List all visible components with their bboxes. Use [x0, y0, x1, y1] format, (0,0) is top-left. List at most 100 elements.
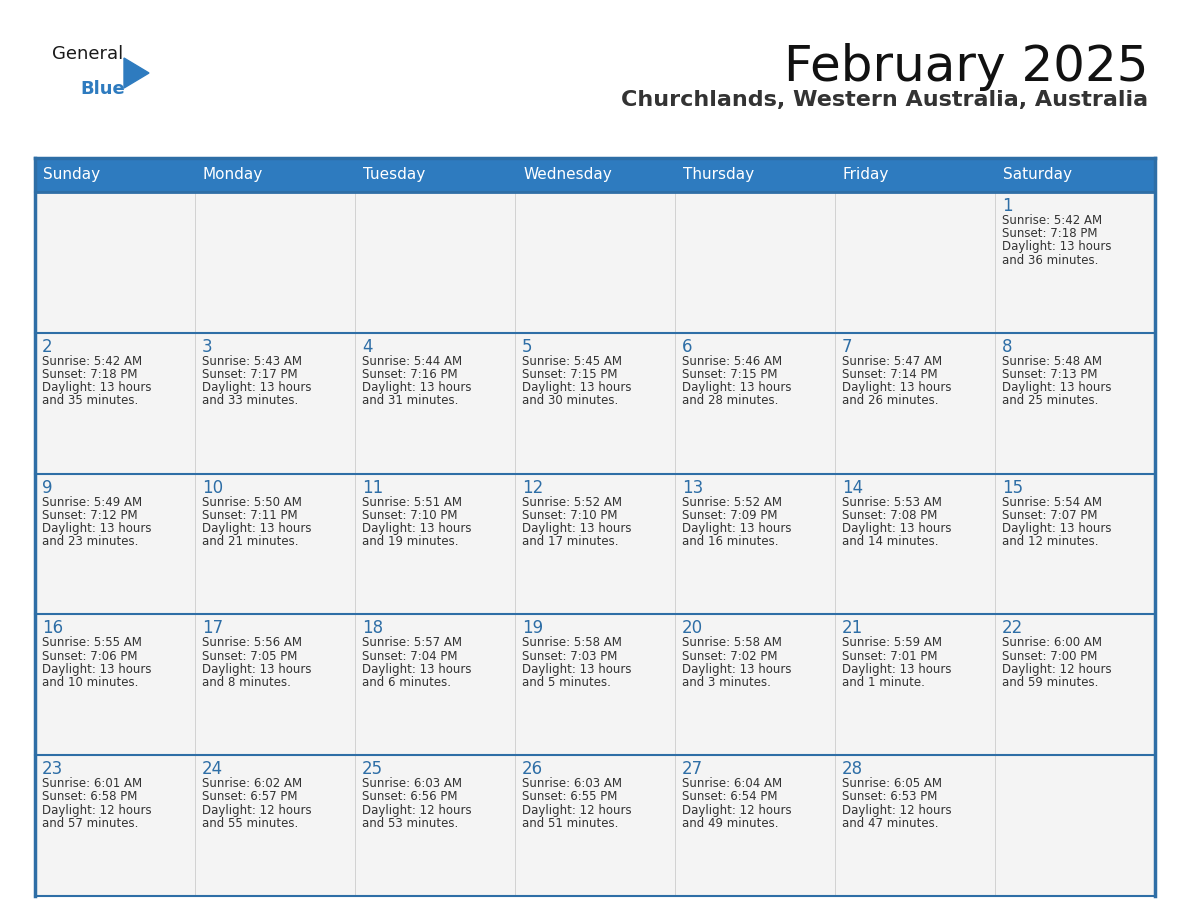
Text: February 2025: February 2025	[784, 43, 1148, 91]
Text: 18: 18	[362, 620, 383, 637]
Bar	[996, 474, 1155, 614]
Text: Daylight: 12 hours: Daylight: 12 hours	[202, 803, 311, 816]
Text: Sunset: 7:05 PM: Sunset: 7:05 PM	[202, 650, 297, 663]
Text: 19: 19	[522, 620, 543, 637]
Bar	[34, 474, 195, 614]
Text: Sunset: 6:58 PM: Sunset: 6:58 PM	[42, 790, 138, 803]
Text: and 14 minutes.: and 14 minutes.	[842, 535, 939, 548]
Text: Sunrise: 5:57 AM: Sunrise: 5:57 AM	[362, 636, 462, 649]
Text: Blue: Blue	[80, 80, 125, 98]
Text: and 21 minutes.: and 21 minutes.	[202, 535, 298, 548]
Bar	[835, 474, 996, 614]
Text: 23: 23	[42, 760, 63, 778]
Text: Sunrise: 5:42 AM: Sunrise: 5:42 AM	[1001, 214, 1102, 227]
Text: Daylight: 13 hours: Daylight: 13 hours	[522, 381, 632, 394]
Text: Sunrise: 5:48 AM: Sunrise: 5:48 AM	[1001, 354, 1102, 368]
Text: Sunrise: 6:00 AM: Sunrise: 6:00 AM	[1001, 636, 1102, 649]
Bar	[516, 614, 675, 756]
Text: Daylight: 13 hours: Daylight: 13 hours	[362, 522, 472, 535]
Text: Sunset: 7:03 PM: Sunset: 7:03 PM	[522, 650, 618, 663]
Text: Daylight: 13 hours: Daylight: 13 hours	[682, 522, 791, 535]
Text: and 30 minutes.: and 30 minutes.	[522, 395, 618, 408]
Text: Sunset: 6:54 PM: Sunset: 6:54 PM	[682, 790, 777, 803]
Bar	[34, 614, 195, 756]
Text: 1: 1	[1001, 197, 1012, 215]
Bar	[835, 333, 996, 474]
Text: 21: 21	[842, 620, 864, 637]
Bar	[835, 756, 996, 896]
Bar	[355, 756, 516, 896]
Text: Sunset: 7:08 PM: Sunset: 7:08 PM	[842, 509, 937, 521]
Text: Sunrise: 5:55 AM: Sunrise: 5:55 AM	[42, 636, 141, 649]
Bar	[355, 333, 516, 474]
Text: Sunset: 7:13 PM: Sunset: 7:13 PM	[1001, 368, 1098, 381]
Text: Daylight: 13 hours: Daylight: 13 hours	[42, 663, 152, 676]
Text: 26: 26	[522, 760, 543, 778]
Text: and 49 minutes.: and 49 minutes.	[682, 817, 778, 830]
Bar	[516, 192, 675, 333]
Text: Daylight: 13 hours: Daylight: 13 hours	[202, 663, 311, 676]
Text: 27: 27	[682, 760, 703, 778]
Text: Sunset: 7:14 PM: Sunset: 7:14 PM	[842, 368, 937, 381]
Text: and 5 minutes.: and 5 minutes.	[522, 676, 611, 688]
Text: and 59 minutes.: and 59 minutes.	[1001, 676, 1099, 688]
Text: Daylight: 13 hours: Daylight: 13 hours	[1001, 522, 1112, 535]
Text: 3: 3	[202, 338, 213, 356]
Bar	[996, 614, 1155, 756]
Text: Daylight: 13 hours: Daylight: 13 hours	[1001, 381, 1112, 394]
Text: Daylight: 13 hours: Daylight: 13 hours	[522, 522, 632, 535]
Bar	[195, 614, 355, 756]
Bar	[34, 333, 195, 474]
Text: and 1 minute.: and 1 minute.	[842, 676, 925, 688]
Text: Sunset: 7:15 PM: Sunset: 7:15 PM	[682, 368, 777, 381]
Bar	[675, 192, 835, 333]
Text: Sunset: 7:02 PM: Sunset: 7:02 PM	[682, 650, 777, 663]
Text: 14: 14	[842, 478, 864, 497]
Text: and 25 minutes.: and 25 minutes.	[1001, 395, 1099, 408]
Bar	[355, 192, 516, 333]
Text: Sunset: 6:56 PM: Sunset: 6:56 PM	[362, 790, 457, 803]
Text: 22: 22	[1001, 620, 1023, 637]
Text: and 17 minutes.: and 17 minutes.	[522, 535, 619, 548]
Text: Sunset: 6:55 PM: Sunset: 6:55 PM	[522, 790, 618, 803]
Text: Sunrise: 6:02 AM: Sunrise: 6:02 AM	[202, 778, 302, 790]
Text: and 47 minutes.: and 47 minutes.	[842, 817, 939, 830]
Text: Thursday: Thursday	[683, 167, 754, 183]
Text: Daylight: 13 hours: Daylight: 13 hours	[362, 381, 472, 394]
Text: Sunrise: 5:52 AM: Sunrise: 5:52 AM	[682, 496, 782, 509]
Text: Sunrise: 5:52 AM: Sunrise: 5:52 AM	[522, 496, 623, 509]
Text: and 23 minutes.: and 23 minutes.	[42, 535, 138, 548]
Text: Sunset: 7:01 PM: Sunset: 7:01 PM	[842, 650, 937, 663]
Text: and 19 minutes.: and 19 minutes.	[362, 535, 459, 548]
Text: and 35 minutes.: and 35 minutes.	[42, 395, 138, 408]
Text: Tuesday: Tuesday	[364, 167, 425, 183]
Text: Sunrise: 5:58 AM: Sunrise: 5:58 AM	[522, 636, 621, 649]
Text: Daylight: 12 hours: Daylight: 12 hours	[362, 803, 472, 816]
Bar	[355, 158, 516, 192]
Bar	[835, 192, 996, 333]
Text: Sunset: 7:10 PM: Sunset: 7:10 PM	[362, 509, 457, 521]
Bar	[195, 158, 355, 192]
Text: and 33 minutes.: and 33 minutes.	[202, 395, 298, 408]
Text: 28: 28	[842, 760, 864, 778]
Text: Sunset: 7:12 PM: Sunset: 7:12 PM	[42, 509, 138, 521]
Text: 6: 6	[682, 338, 693, 356]
Text: Daylight: 13 hours: Daylight: 13 hours	[202, 381, 311, 394]
Text: Daylight: 13 hours: Daylight: 13 hours	[522, 663, 632, 676]
Bar	[195, 333, 355, 474]
Text: 4: 4	[362, 338, 373, 356]
Text: 7: 7	[842, 338, 853, 356]
Text: Sunrise: 5:46 AM: Sunrise: 5:46 AM	[682, 354, 782, 368]
Bar	[34, 756, 195, 896]
Text: Sunrise: 5:59 AM: Sunrise: 5:59 AM	[842, 636, 942, 649]
Bar	[516, 756, 675, 896]
Text: Monday: Monday	[203, 167, 264, 183]
Text: 24: 24	[202, 760, 223, 778]
Bar	[34, 192, 195, 333]
Text: and 12 minutes.: and 12 minutes.	[1001, 535, 1099, 548]
Text: Sunrise: 5:49 AM: Sunrise: 5:49 AM	[42, 496, 143, 509]
Text: Sunset: 7:11 PM: Sunset: 7:11 PM	[202, 509, 298, 521]
Text: Sunset: 7:18 PM: Sunset: 7:18 PM	[42, 368, 138, 381]
Text: Daylight: 13 hours: Daylight: 13 hours	[682, 663, 791, 676]
Text: Sunrise: 6:05 AM: Sunrise: 6:05 AM	[842, 778, 942, 790]
